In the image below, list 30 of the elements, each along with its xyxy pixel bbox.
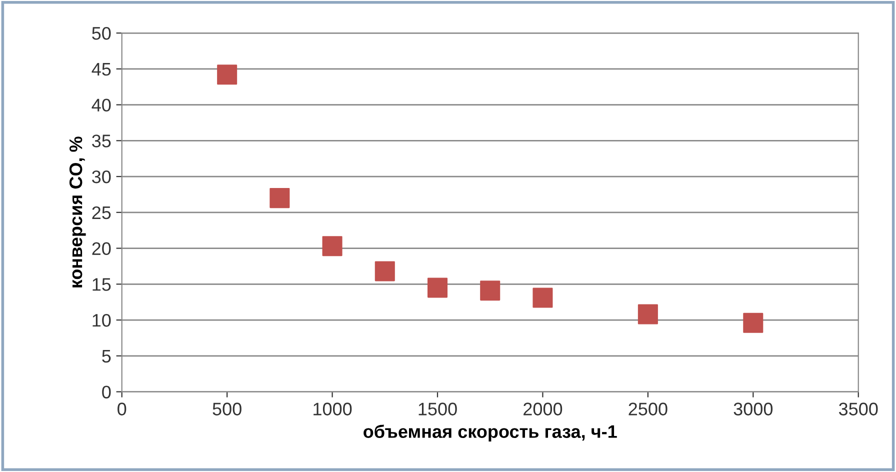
point xyxy=(532,288,553,308)
y-tick-label: 35 xyxy=(92,134,111,148)
x-tick-label: 2500 xyxy=(628,402,668,416)
point xyxy=(322,236,342,256)
y-axis-title: конверсия CO, % xyxy=(69,136,86,288)
y-tick-label: 50 xyxy=(92,26,111,40)
x-tick-label: 500 xyxy=(212,402,242,416)
point xyxy=(427,278,448,298)
x-tick-label: 1500 xyxy=(418,402,457,416)
y-tick-label: 40 xyxy=(92,98,111,112)
point xyxy=(374,261,395,282)
y-tick-label: 10 xyxy=(92,314,111,327)
y-tick-label: 25 xyxy=(92,206,111,220)
point xyxy=(270,188,290,208)
point xyxy=(480,280,500,301)
x-axis-title: объемная скорость газа, ч-1 xyxy=(364,424,617,442)
point xyxy=(638,304,658,324)
x-tick-label: 3000 xyxy=(734,402,773,416)
point xyxy=(217,64,238,85)
y-tick-label: 5 xyxy=(102,350,111,363)
y-tick-label: 20 xyxy=(92,242,111,255)
x-tick-label: 1000 xyxy=(314,402,352,416)
y-tick-label: 45 xyxy=(92,63,111,76)
y-tick-label: 30 xyxy=(92,170,111,184)
x-tick-label: 3500 xyxy=(838,402,878,416)
x-tick-label: 0 xyxy=(118,402,126,416)
point xyxy=(743,312,764,333)
y-tick-label: 15 xyxy=(92,278,111,291)
x-tick-label: 2000 xyxy=(524,402,562,416)
y-tick-label: 0 xyxy=(102,386,111,398)
